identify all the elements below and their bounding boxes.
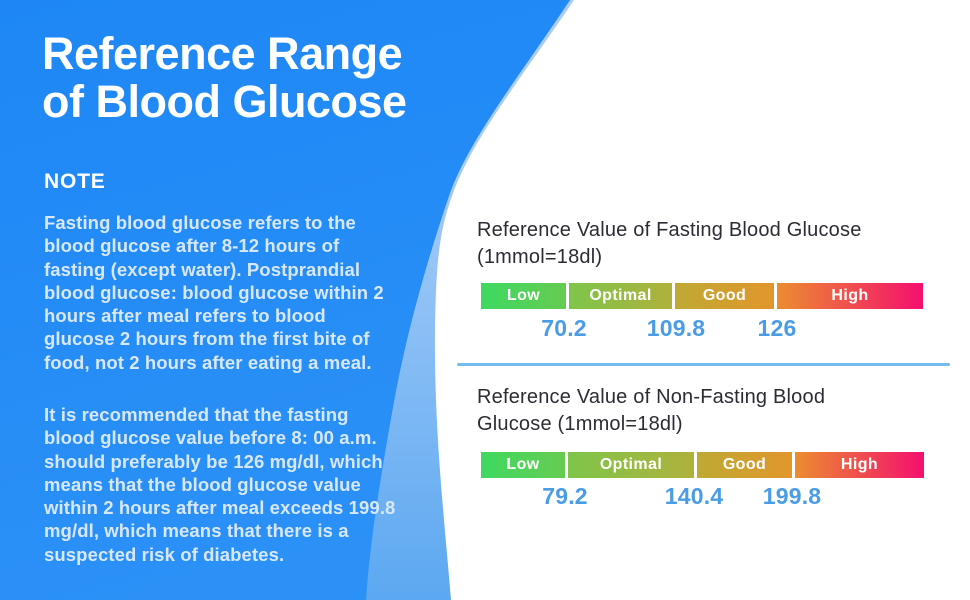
threshold-value: 199.8 [762, 483, 822, 509]
segment-label: Good [722, 456, 767, 473]
fasting-segment-low: Low [481, 283, 566, 309]
segment-label: Optimal [599, 456, 663, 473]
fasting-section-heading: Reference Value of Fasting Blood Glucose… [477, 219, 862, 268]
non-fasting-threshold-values: 79.2 140.4 199.8 [481, 483, 924, 509]
page-title: Reference Range of Blood Glucose [42, 28, 407, 127]
threshold-value: 79.2 [542, 483, 588, 509]
main-blue-shape [0, 0, 570, 600]
non-fasting-section-heading: Reference Value of Non-Fasting Blood Glu… [477, 386, 826, 435]
threshold-value: 109.8 [646, 315, 706, 341]
non-fasting-segment-optimal: Optimal [568, 452, 694, 478]
note-paragraph-1: Fasting blood glucose refers to the bloo… [44, 212, 384, 373]
note-heading: NOTE [44, 170, 106, 193]
fasting-segment-high: High [777, 283, 923, 309]
segment-label: High [831, 287, 869, 304]
fasting-range-bar: Low Optimal Good High [481, 283, 923, 309]
segment-label: Good [702, 287, 747, 304]
segment-label: Low [506, 456, 540, 473]
non-fasting-segment-good: Good [697, 452, 792, 478]
fasting-segment-optimal: Optimal [569, 283, 672, 309]
section-divider [457, 363, 950, 366]
fasting-segment-good: Good [675, 283, 774, 309]
threshold-value: 126 [757, 315, 797, 341]
non-fasting-segment-low: Low [481, 452, 565, 478]
segment-label: Optimal [589, 287, 652, 304]
threshold-value: 70.2 [541, 315, 587, 341]
segment-label: Low [506, 287, 541, 304]
note-paragraph-2: It is recommended that the fasting blood… [44, 404, 396, 565]
fasting-threshold-values: 70.2 109.8 126 [481, 315, 923, 341]
segment-label: High [840, 456, 879, 473]
non-fasting-segment-high: High [795, 452, 924, 478]
non-fasting-range-bar: Low Optimal Good High [481, 452, 924, 478]
threshold-value: 140.4 [664, 483, 724, 509]
